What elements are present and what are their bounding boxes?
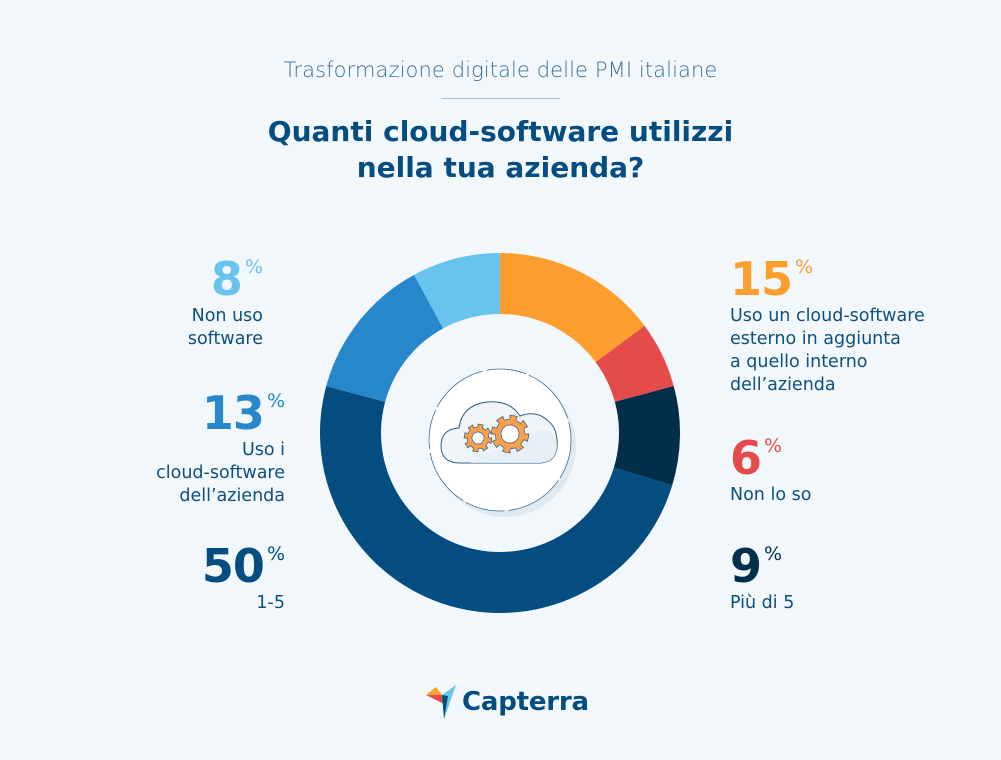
title-line-2: nella tua azienda? <box>356 151 645 184</box>
title-line-1: Quanti cloud-software utilizzi <box>267 115 734 148</box>
divider <box>441 98 560 99</box>
desc-non-lo-so: Non lo so <box>730 484 811 507</box>
desc-line: a quello interno <box>730 352 868 372</box>
cloud-gears-icon <box>428 368 576 517</box>
desc-line: cloud-software <box>156 463 285 483</box>
label-uso-i-cloud-software: 13% Uso i cloud-software dell’azienda <box>156 390 285 508</box>
value-piu-di-5: 9 <box>730 539 762 593</box>
percent-sign: % <box>795 256 814 278</box>
percent-sign: % <box>244 256 263 278</box>
desc-line: dell’azienda <box>179 486 285 506</box>
brand-name: Capterra <box>462 687 589 717</box>
desc-line: Non uso <box>191 306 263 326</box>
value-1-5: 50 <box>201 539 265 593</box>
desc-piu-di-5: Più di 5 <box>730 592 794 615</box>
desc-line: 1-5 <box>256 593 285 613</box>
capterra-logo: Capterra <box>426 682 589 722</box>
desc-line: software <box>187 329 263 349</box>
desc-esterno: Uso un cloud-software esterno in aggiunt… <box>730 305 925 397</box>
chart-title: Quanti cloud-software utilizzi nella tua… <box>0 114 1001 186</box>
desc-1-5: 1-5 <box>202 592 285 615</box>
desc-line: esterno in aggiunta <box>730 329 901 349</box>
label-esterno: 15% Uso un cloud-software esterno in agg… <box>730 256 925 397</box>
desc-line: Più di 5 <box>730 593 795 613</box>
value-non-lo-so: 6 <box>730 431 762 485</box>
desc-line: Uso un cloud-software <box>730 306 925 326</box>
percent-sign: % <box>266 543 285 565</box>
label-piu-di-5: 9% Più di 5 <box>730 543 794 615</box>
percent-sign: % <box>764 543 783 565</box>
capterra-arrow-icon <box>426 685 456 719</box>
subtitle: Trasformazione digitale delle PMI italia… <box>283 58 718 82</box>
desc-uso-i: Uso i cloud-software dell’azienda <box>156 439 285 508</box>
desc-line: dell’azienda <box>730 375 836 395</box>
desc-line: Uso i <box>241 440 285 460</box>
label-non-lo-so: 6% Non lo so <box>730 435 811 507</box>
desc-line: Non lo so <box>730 485 812 505</box>
value-non-uso: 8 <box>210 252 243 306</box>
value-esterno: 15 <box>730 252 793 306</box>
value-uso-i: 13 <box>201 386 265 440</box>
percent-sign: % <box>266 390 285 412</box>
label-1-5: 50% 1-5 <box>202 543 285 615</box>
desc-non-uso: Non uso software <box>188 305 263 351</box>
percent-sign: % <box>764 435 783 457</box>
label-non-uso-software: 8% Non uso software <box>188 256 263 351</box>
